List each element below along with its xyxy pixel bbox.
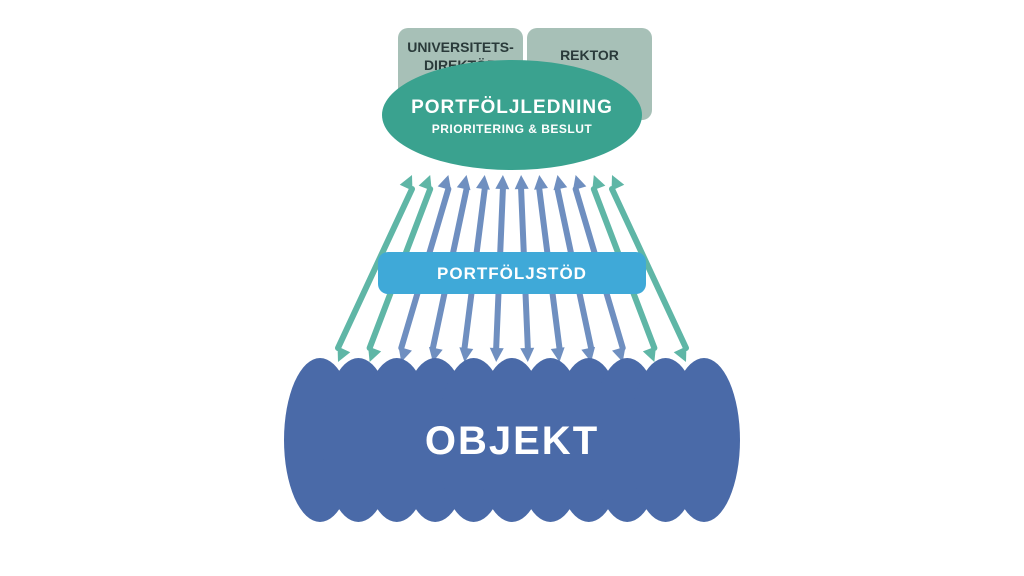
objekt-group: OBJEKT: [284, 358, 740, 522]
portfolio-support-label: PORTFÖLJSTÖD: [437, 264, 587, 283]
portfolio-subtitle: PRIORITERING & BESLUT: [432, 122, 593, 136]
tab-right-label: REKTOR: [560, 47, 619, 63]
tab-left-line1: UNIVERSITETS-: [407, 39, 514, 55]
portfolio-support-bar: PORTFÖLJSTÖD: [378, 252, 646, 294]
portfolio-title: PORTFÖLJLEDNING: [411, 97, 613, 118]
objekt-label: OBJEKT: [425, 419, 599, 463]
portfolio-management-ellipse: PORTFÖLJLEDNING PRIORITERING & BESLUT: [382, 60, 642, 170]
objekt-ellipse: [668, 358, 740, 522]
